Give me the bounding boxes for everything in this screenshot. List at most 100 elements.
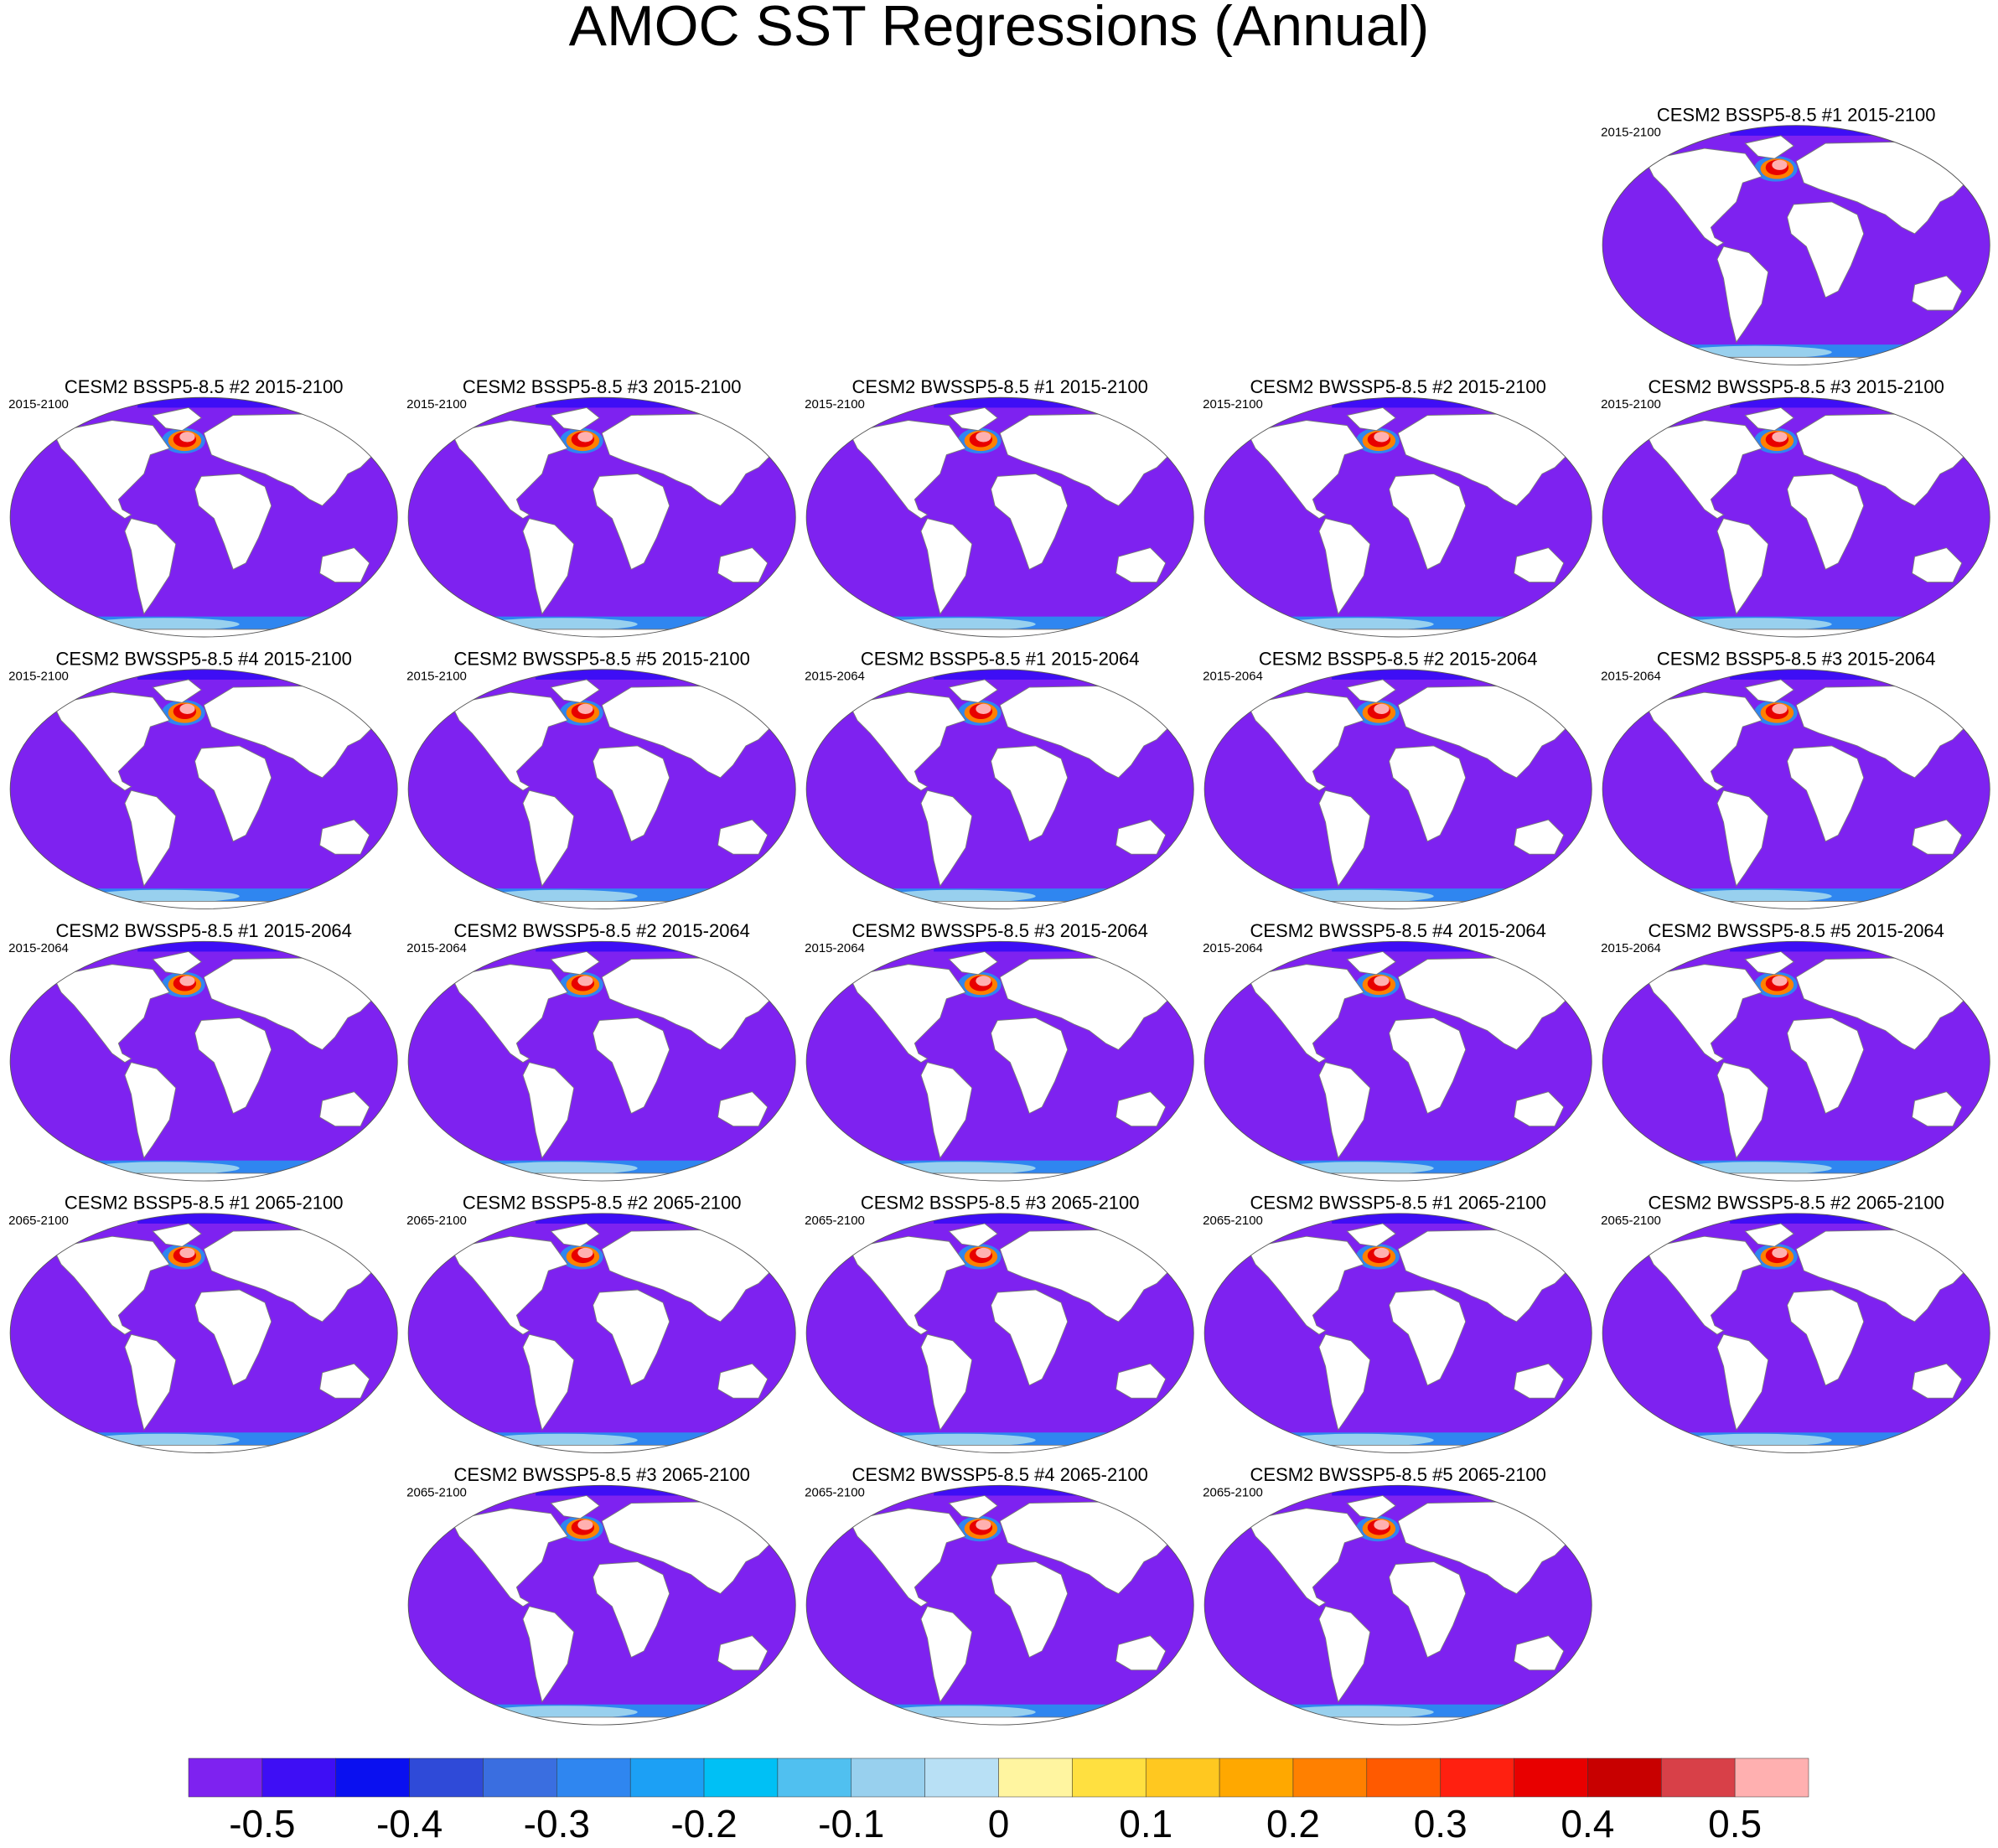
panel-title: CESM2 BWSSP5-8.5 #1 2015-2100 (851, 376, 1147, 397)
map-image (408, 397, 795, 639)
map (1602, 941, 1990, 1183)
colorbar-label: -0.2 (670, 1802, 737, 1845)
panel-title: CESM2 BSSP5-8.5 #3 2065-2100 (861, 1193, 1140, 1214)
colorbar-label: 0 (988, 1802, 1010, 1845)
colorbar-label: -0.4 (376, 1802, 443, 1845)
map-image (806, 1485, 1193, 1727)
map (806, 1214, 1193, 1456)
map-image (806, 670, 1193, 912)
colorbar-box (556, 1757, 631, 1798)
panel-subtitle: 2015-2064 (805, 670, 865, 684)
panel-title: CESM2 BWSSP5-8.5 #1 2015-2064 (55, 920, 351, 941)
colorbar-label: 0.4 (1561, 1802, 1614, 1845)
map (10, 397, 397, 639)
map-image (10, 941, 397, 1183)
panel-title: CESM2 BWSSP5-8.5 #5 2015-2064 (1648, 920, 1944, 941)
map (1602, 397, 1990, 639)
panel-title: CESM2 BWSSP5-8.5 #2 2015-2100 (1250, 376, 1545, 397)
panel-subtitle: 2015-2064 (1601, 670, 1661, 684)
map-image (10, 670, 397, 912)
map (806, 670, 1193, 912)
map-image (1204, 941, 1592, 1183)
colorbar-box (851, 1757, 925, 1798)
panel-title: CESM2 BWSSP5-8.5 #1 2065-2100 (1250, 1193, 1545, 1214)
colorbar-box (1661, 1757, 1736, 1798)
colorbar-label: -0.3 (524, 1802, 590, 1845)
map-image (806, 941, 1193, 1183)
map (806, 397, 1193, 639)
panel-subtitle: 2015-2064 (406, 941, 467, 955)
map (10, 670, 397, 912)
map-image (10, 1214, 397, 1456)
colorbar-box (998, 1757, 1073, 1798)
panel-subtitle: 2015-2100 (406, 670, 467, 684)
colorbar-box (1145, 1757, 1220, 1798)
panel-subtitle: 2065-2100 (805, 1214, 865, 1228)
panel-title: CESM2 BSSP5-8.5 #2 2015-2064 (1259, 649, 1538, 670)
map (408, 941, 795, 1183)
panel-title: CESM2 BSSP5-8.5 #2 2015-2100 (65, 376, 344, 397)
colorbar-label: 0.2 (1266, 1802, 1320, 1845)
map (1602, 126, 1990, 368)
colorbar-box (1219, 1757, 1294, 1798)
map (408, 397, 795, 639)
colorbar-box (703, 1757, 779, 1798)
panel-title: CESM2 BWSSP5-8.5 #4 2015-2100 (55, 649, 351, 670)
panel-title: CESM2 BSSP5-8.5 #3 2015-2100 (463, 376, 742, 397)
panel-subtitle: 2015-2064 (805, 941, 865, 955)
map (1602, 1214, 1990, 1456)
colorbar-box (261, 1757, 336, 1798)
panel-subtitle: 2015-2100 (1203, 397, 1263, 412)
panel-title: CESM2 BSSP5-8.5 #3 2015-2064 (1657, 649, 1936, 670)
colorbar-box (1292, 1757, 1368, 1798)
panel-title: CESM2 BWSSP5-8.5 #3 2015-2100 (1648, 376, 1944, 397)
map-image (1204, 670, 1592, 912)
map-image (1602, 397, 1990, 639)
map-image (1602, 1214, 1990, 1456)
map-image (408, 670, 795, 912)
colorbar-box (1734, 1757, 1809, 1798)
panel-title: CESM2 BWSSP5-8.5 #5 2015-2100 (453, 649, 749, 670)
panel-subtitle: 2065-2100 (1203, 1485, 1263, 1499)
map (806, 941, 1193, 1183)
map-image (1204, 1485, 1592, 1727)
map-image (1204, 397, 1592, 639)
map (1602, 670, 1990, 912)
panel-title: CESM2 BWSSP5-8.5 #2 2015-2064 (453, 920, 749, 941)
panel-subtitle: 2015-2064 (1203, 941, 1263, 955)
map (10, 1214, 397, 1456)
map-image (408, 1214, 795, 1456)
colorbar-label: 0.5 (1708, 1802, 1762, 1845)
panel-subtitle: 2015-2100 (1601, 397, 1661, 412)
colorbar-box (1072, 1757, 1147, 1798)
map-image (408, 1485, 795, 1727)
panel-subtitle: 2015-2100 (8, 397, 69, 412)
map (408, 1485, 795, 1727)
figure-title: AMOC SST Regressions (Annual) (569, 0, 1430, 58)
map (10, 941, 397, 1183)
panel-title: CESM2 BSSP5-8.5 #2 2065-2100 (463, 1193, 742, 1214)
map-image (10, 397, 397, 639)
colorbar-box (777, 1757, 852, 1798)
map (806, 1485, 1193, 1727)
map-image (1602, 941, 1990, 1183)
panel-title: CESM2 BSSP5-8.5 #1 2065-2100 (65, 1193, 344, 1214)
colorbar-box (1514, 1757, 1588, 1798)
colorbar-label: -0.1 (818, 1802, 884, 1845)
map (1204, 1485, 1592, 1727)
